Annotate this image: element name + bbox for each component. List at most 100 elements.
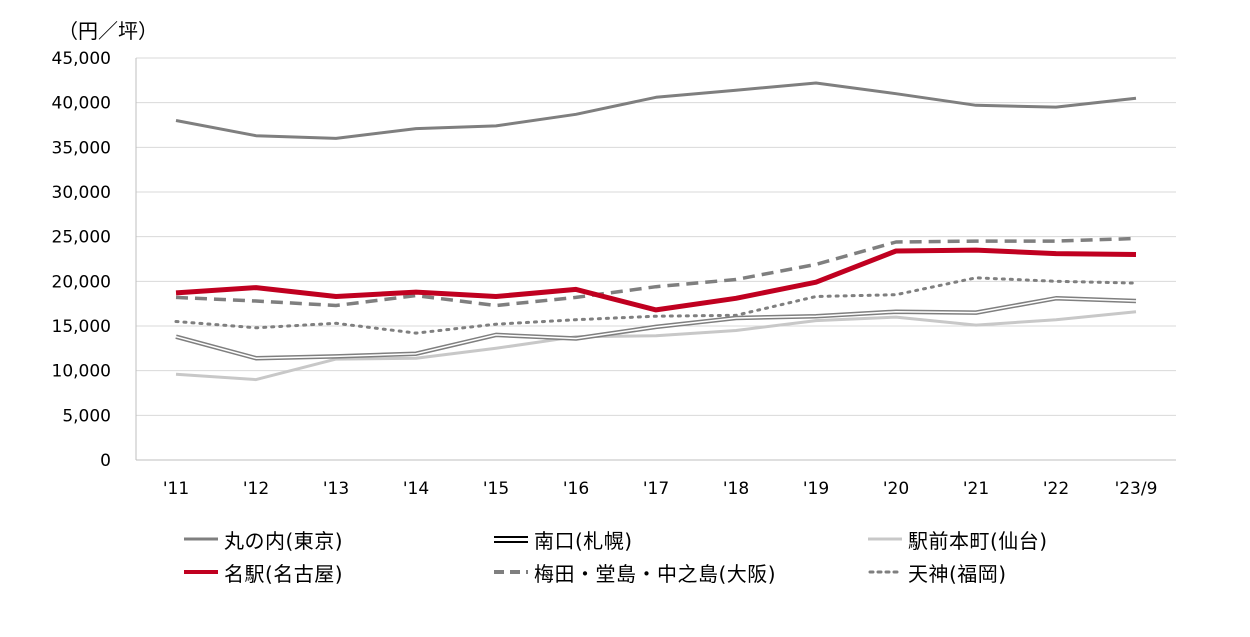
x-tick-label: '16 (563, 479, 589, 499)
series-line (175, 310, 1137, 382)
x-tick-label: '12 (243, 479, 269, 499)
series-line-outer (175, 296, 1137, 361)
series-line (175, 236, 1137, 308)
y-tick-label: 40,000 (52, 94, 111, 114)
x-tick-label: '22 (1043, 479, 1069, 499)
data-point (255, 357, 257, 359)
data-point (495, 305, 497, 307)
data-point (415, 357, 417, 359)
data-point (975, 104, 977, 106)
data-point (575, 338, 577, 340)
data-point (1135, 97, 1137, 99)
y-tick-label: 30,000 (52, 183, 111, 203)
data-point (975, 277, 977, 279)
data-point (815, 82, 817, 84)
y-tick-label: 35,000 (52, 138, 111, 158)
data-point (1055, 253, 1057, 255)
data-point (895, 294, 897, 296)
data-point (655, 335, 657, 337)
data-point (1055, 280, 1057, 282)
data-point (175, 292, 177, 294)
x-tick-label: '13 (323, 479, 349, 499)
data-point (735, 297, 737, 299)
series-2 (175, 310, 1137, 382)
y-axis-tick-labels: 0 5,000 10,000 15,000 20,000 25,000 30,000 35,0… (52, 49, 111, 471)
data-point (415, 353, 417, 355)
data-point (655, 309, 657, 311)
data-point (495, 334, 497, 336)
data-point (975, 324, 977, 326)
data-point (975, 249, 977, 251)
data-point (495, 347, 497, 349)
data-point (815, 315, 817, 317)
data-point (335, 137, 337, 139)
data-point (1135, 238, 1137, 240)
data-point (655, 286, 657, 288)
data-point (975, 312, 977, 314)
data-point (335, 305, 337, 307)
x-tick-label: '19 (803, 479, 829, 499)
y-tick-label: 15,000 (52, 317, 111, 337)
data-point (495, 323, 497, 325)
series-line (174, 276, 1138, 335)
data-point (735, 317, 737, 319)
data-point (255, 300, 257, 302)
data-point (975, 240, 977, 242)
data-point (335, 296, 337, 298)
data-point (495, 125, 497, 127)
x-tick-label: '18 (723, 479, 749, 499)
series-1 (175, 296, 1137, 361)
data-point (655, 96, 657, 98)
series-3 (175, 247, 1137, 313)
y-tick-label: 20,000 (52, 272, 111, 292)
x-tick-label: '15 (483, 479, 509, 499)
data-point (895, 93, 897, 95)
data-point (575, 319, 577, 321)
data-point (255, 287, 257, 289)
y-axis-unit-label: （円／坪） (58, 19, 158, 43)
data-point (815, 296, 817, 298)
data-point (895, 311, 897, 313)
data-point (335, 355, 337, 357)
data-point (1135, 254, 1137, 256)
data-point (655, 326, 657, 328)
data-point (1135, 311, 1137, 313)
data-point (895, 316, 897, 318)
series-lines (174, 81, 1138, 382)
data-point (735, 89, 737, 91)
series-line (175, 81, 1137, 140)
data-point (175, 120, 177, 122)
data-point (415, 295, 417, 297)
data-point (575, 296, 577, 298)
y-tick-label: 25,000 (52, 228, 111, 248)
data-point (575, 288, 577, 290)
data-point (175, 321, 177, 323)
series-5 (174, 276, 1138, 335)
data-point (415, 332, 417, 334)
y-tick-label: 5,000 (62, 406, 111, 426)
data-point (815, 320, 817, 322)
data-point (175, 373, 177, 375)
series-4 (175, 236, 1137, 308)
data-point (655, 315, 657, 317)
data-point (415, 291, 417, 293)
y-tick-label: 0 (100, 451, 111, 471)
x-tick-label: '23/9 (1115, 479, 1158, 499)
data-point (815, 281, 817, 283)
data-point (735, 279, 737, 281)
y-tick-label: 45,000 (52, 49, 111, 69)
data-point (1055, 240, 1057, 242)
data-point (255, 135, 257, 137)
data-point (735, 330, 737, 332)
x-tick-label: '21 (963, 479, 989, 499)
gridlines (136, 57, 1176, 416)
data-point (895, 250, 897, 252)
series-line-inner (175, 297, 1137, 359)
data-point (815, 263, 817, 265)
series-line (175, 247, 1137, 313)
data-point (895, 241, 897, 243)
data-point (335, 322, 337, 324)
series-0 (175, 81, 1137, 140)
data-point (735, 314, 737, 316)
